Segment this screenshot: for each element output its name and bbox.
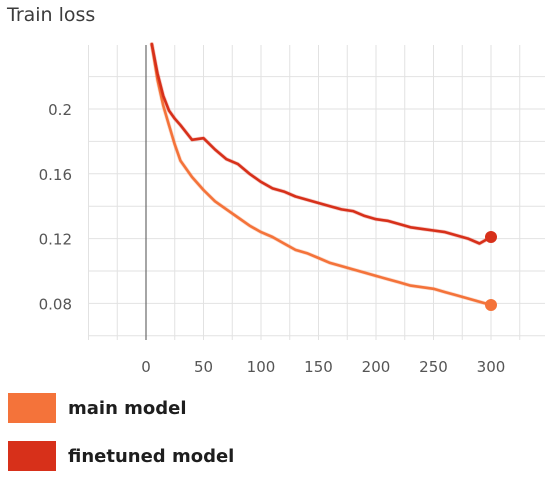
- x-tick-label: 200: [362, 358, 391, 376]
- y-tick-label: 0.2: [48, 101, 72, 119]
- series-line-main-model: [150, 42, 493, 307]
- series-lines: [149, 42, 493, 307]
- x-tick-label: 100: [247, 358, 276, 376]
- x-tick-label: 250: [419, 358, 448, 376]
- y-tick-label: 0.16: [39, 166, 72, 184]
- legend-swatch-main-model: [8, 393, 56, 423]
- x-tick-label: 300: [477, 358, 506, 376]
- legend-item-main-model: main model: [8, 391, 187, 425]
- chart-title: Train loss: [7, 4, 96, 26]
- x-tick-label: 0: [141, 358, 151, 376]
- legend-swatch-finetuned-model: [8, 441, 56, 471]
- y-tick-label: 0.08: [39, 295, 72, 313]
- plot-area: 0.08 0.12 0.16 0.2 0 50 100 150 200 250 300: [39, 42, 545, 376]
- end-markers: [485, 230, 497, 312]
- grid-lines: [88, 45, 545, 340]
- tick-labels: 0.08 0.12 0.16 0.2 0 50 100 150 200 250 300: [39, 101, 506, 376]
- series-line-shadow-finetuned-model: [149, 42, 493, 246]
- series-line-finetuned-model: [150, 42, 493, 245]
- series-end-point-finetuned-model: [485, 230, 497, 243]
- legend-item-finetuned-model: finetuned model: [8, 439, 234, 473]
- legend-label-main-model: main model: [68, 397, 187, 419]
- series-end-point-main-model: [485, 299, 497, 312]
- x-tick-label: 150: [304, 358, 333, 376]
- x-tick-label: 50: [194, 358, 213, 376]
- y-tick-label: 0.12: [39, 231, 72, 249]
- legend-label-finetuned-model: finetuned model: [68, 445, 235, 467]
- series-line-shadow-main-model: [149, 42, 493, 307]
